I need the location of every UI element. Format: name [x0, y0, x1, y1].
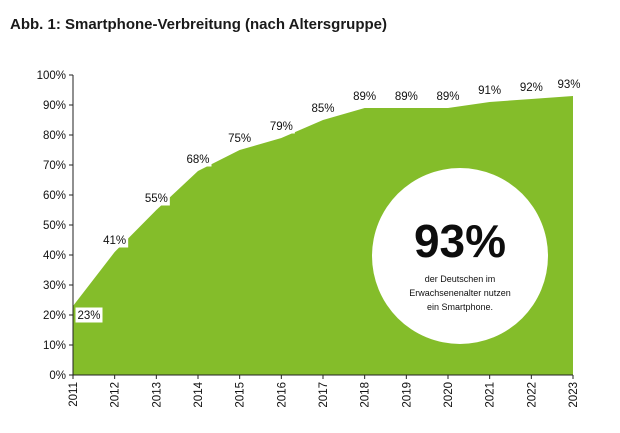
data-label: 79%	[267, 118, 295, 134]
data-label: 41%	[101, 232, 129, 248]
x-tick-label: 2017	[318, 382, 330, 408]
x-tick-label: 2021	[485, 382, 497, 408]
y-tick-label: 90%	[43, 100, 66, 112]
data-label: 23%	[75, 307, 103, 323]
data-label-bg	[309, 100, 337, 116]
data-label-bg	[555, 76, 583, 92]
data-label-bg	[75, 307, 103, 323]
data-label-text: 68%	[186, 154, 209, 166]
data-label-text: 89%	[353, 91, 376, 103]
x-tick-label: 2014	[193, 381, 205, 407]
callout-value: 93%	[414, 215, 506, 267]
data-label: 93%	[555, 76, 583, 92]
x-tick-label: 2011	[68, 382, 80, 407]
data-label-bg	[517, 79, 545, 95]
data-label-bg	[434, 88, 462, 104]
data-label-text: 41%	[103, 235, 126, 247]
callout-circle	[372, 168, 548, 344]
chart-title: Abb. 1: Smartphone-Verbreitung (nach Alt…	[10, 16, 387, 33]
y-tick-label: 10%	[43, 340, 66, 352]
x-tick-label: 2020	[443, 382, 455, 408]
x-tick-label: 2018	[360, 382, 372, 408]
y-tick-label: 100%	[37, 70, 66, 82]
data-label: 92%	[517, 79, 545, 95]
x-tick-label: 2016	[276, 382, 288, 408]
data-label: 89%	[392, 88, 420, 104]
data-label-bg	[184, 151, 212, 167]
callout-text-line: der Deutschen im	[425, 274, 496, 284]
y-tick-label: 70%	[43, 160, 66, 172]
x-tick-label: 2015	[235, 382, 247, 408]
data-label-text: 55%	[145, 193, 168, 205]
y-tick-label: 30%	[43, 280, 66, 292]
data-label-text: 85%	[311, 103, 334, 115]
data-label-text: 89%	[395, 91, 418, 103]
data-label-bg	[101, 232, 129, 248]
data-label: 89%	[434, 88, 462, 104]
x-tick-label: 2022	[526, 382, 538, 408]
data-label-bg	[476, 82, 504, 98]
data-label: 55%	[142, 190, 170, 206]
data-label-bg	[392, 88, 420, 104]
data-label-text: 75%	[228, 133, 251, 145]
data-label-text: 23%	[77, 310, 100, 322]
data-label-bg	[267, 118, 295, 134]
y-tick-label: 50%	[43, 220, 66, 232]
x-tick-label: 2012	[110, 382, 122, 408]
y-tick-label: 20%	[43, 310, 66, 322]
data-label-text: 93%	[557, 79, 580, 91]
data-label-text: 89%	[436, 91, 459, 103]
data-label-text: 92%	[520, 82, 543, 94]
callout: 93% der Deutschen im Erwachsenenalter nu…	[372, 168, 548, 344]
y-tick-label: 40%	[43, 250, 66, 262]
data-label-bg	[142, 190, 170, 206]
x-tick-label: 2019	[401, 382, 413, 408]
callout-text-line: ein Smartphone.	[427, 302, 493, 312]
y-tick-label: 0%	[49, 370, 66, 382]
callout-text-line: Erwachsenenalter nutzen	[409, 288, 511, 298]
data-label: 91%	[476, 82, 504, 98]
data-label-bg	[351, 88, 379, 104]
x-tick-label: 2023	[568, 382, 580, 408]
data-label: 85%	[309, 100, 337, 116]
data-label-text: 79%	[270, 121, 293, 133]
y-tick-label: 60%	[43, 190, 66, 202]
data-label-bg	[226, 130, 254, 146]
data-label: 68%	[184, 151, 212, 167]
y-tick-label: 80%	[43, 130, 66, 142]
data-label-text: 91%	[478, 85, 501, 97]
data-label: 89%	[351, 88, 379, 104]
data-label: 75%	[226, 130, 254, 146]
x-tick-label: 2013	[151, 382, 163, 408]
